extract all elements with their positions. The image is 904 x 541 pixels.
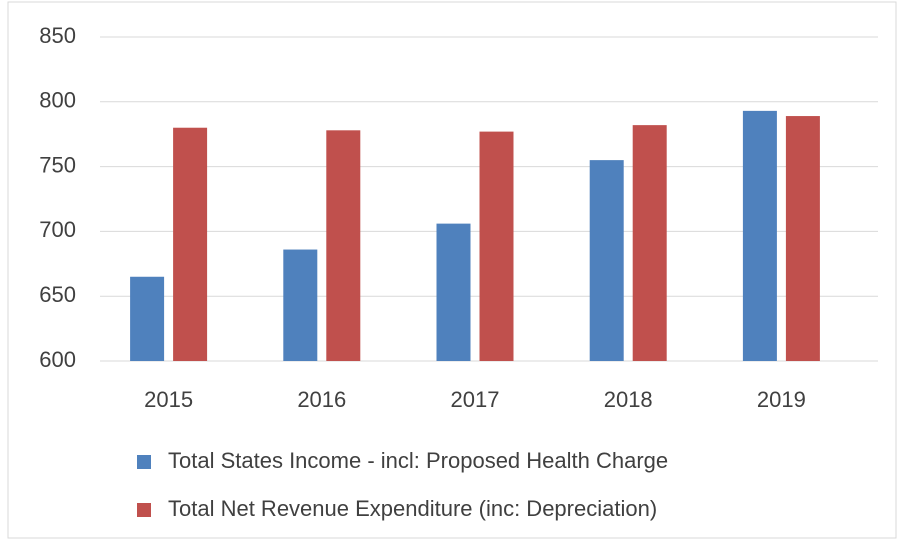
bar — [326, 130, 361, 361]
x-tick-label: 2019 — [757, 387, 806, 412]
y-tick-label: 600 — [39, 347, 76, 372]
y-tick-label: 650 — [39, 282, 76, 307]
bar — [130, 276, 165, 361]
x-tick-label: 2017 — [451, 387, 500, 412]
x-tick-label: 2015 — [144, 387, 193, 412]
legend-label: Total Net Revenue Expenditure (inc: Depr… — [168, 496, 657, 521]
x-tick-label: 2018 — [604, 387, 653, 412]
bar — [436, 223, 471, 361]
bar — [479, 131, 514, 361]
y-tick-label: 700 — [39, 217, 76, 242]
legend-swatch — [137, 455, 151, 469]
y-tick-label: 800 — [39, 88, 76, 113]
y-tick-label: 750 — [39, 152, 76, 177]
bar — [632, 125, 667, 362]
x-tick-label: 2016 — [297, 387, 346, 412]
bar — [589, 160, 624, 361]
legend-label: Total States Income - incl: Proposed Hea… — [168, 448, 668, 473]
bar — [785, 116, 820, 361]
bar — [173, 127, 208, 361]
bar — [742, 110, 777, 361]
y-tick-label: 850 — [39, 23, 76, 48]
bar — [283, 249, 318, 361]
legend-swatch — [137, 503, 151, 517]
